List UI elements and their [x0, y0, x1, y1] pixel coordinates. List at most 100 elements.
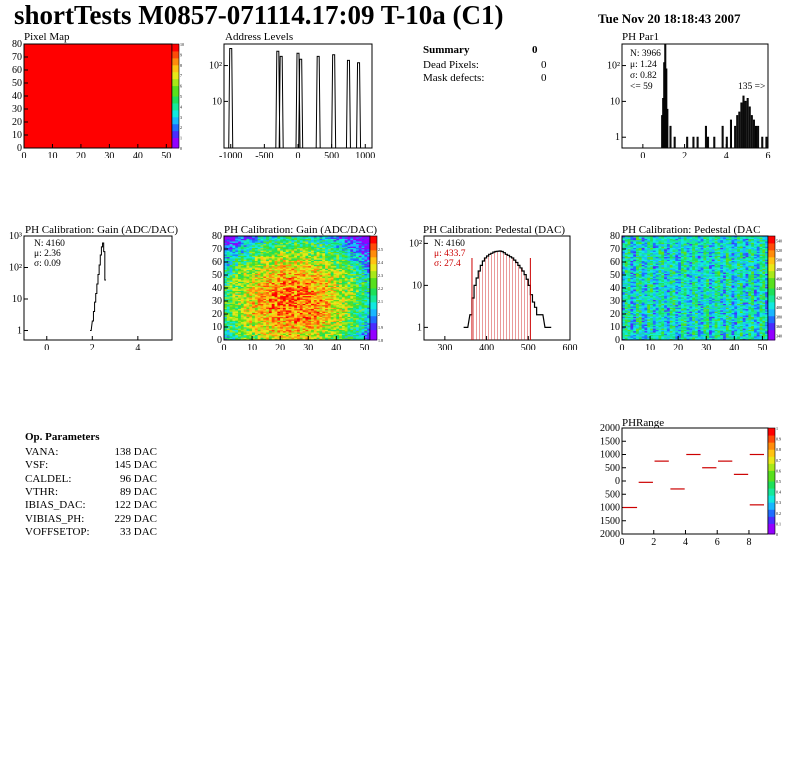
pedestal-cell	[624, 332, 628, 334]
gain-cell	[297, 265, 301, 268]
gain-cell	[353, 262, 357, 264]
gain-cell	[252, 277, 256, 280]
gain-cell	[339, 288, 343, 290]
gain-cell	[311, 256, 315, 259]
gain-cell	[232, 304, 236, 307]
gain-cell	[224, 314, 228, 316]
gain-cell	[361, 316, 365, 319]
gain-cell	[226, 277, 230, 280]
gain-cell	[361, 294, 365, 297]
gain-cell	[263, 301, 267, 303]
gain-cell	[266, 307, 270, 310]
gain-cell	[316, 314, 320, 316]
gain-cell	[243, 291, 247, 294]
gain-cell	[308, 308, 312, 311]
gain-cell	[243, 312, 247, 315]
gain-cell	[344, 256, 348, 259]
gain-cell	[297, 295, 301, 298]
gain-cell	[291, 290, 295, 293]
pedestal-cell	[627, 304, 631, 307]
gain-cell	[350, 329, 354, 332]
gain-cell	[367, 278, 371, 281]
gain-cell	[297, 327, 301, 329]
gain-cell	[353, 264, 357, 267]
pedestal-cell	[630, 319, 634, 321]
gain-cell	[291, 277, 295, 280]
z-scale-cell	[370, 263, 377, 268]
gain-cell	[285, 336, 289, 338]
gain-cell	[288, 271, 292, 273]
gain-cell	[325, 254, 329, 256]
gain-cell	[246, 269, 250, 272]
gain-cell	[364, 336, 368, 338]
gain-cell	[322, 334, 326, 337]
gain-cell	[235, 334, 239, 337]
gain-cell	[291, 271, 295, 273]
gain-cell	[252, 308, 256, 311]
gain-cell	[285, 276, 289, 278]
pedestal-cell	[630, 275, 634, 277]
pedestal-cell	[627, 320, 631, 323]
gain-cell	[277, 330, 281, 333]
pedestal-cell	[627, 247, 631, 250]
z-scale-cell	[370, 249, 377, 254]
par1-bin	[686, 136, 689, 148]
gain-cell	[302, 263, 306, 265]
gain-cell	[257, 312, 261, 315]
gain-cell	[271, 258, 275, 260]
gain-cell	[367, 262, 371, 264]
gain-cell	[285, 251, 289, 254]
gain-cell	[252, 293, 256, 295]
pedestal-cell	[638, 275, 642, 277]
gain-cell	[232, 291, 236, 294]
gain-cell	[277, 327, 281, 329]
gain-cell	[350, 321, 354, 324]
gain-cell	[297, 256, 301, 259]
gain-cell	[316, 271, 320, 273]
gain-cell	[235, 308, 239, 311]
gain-cell	[277, 308, 281, 311]
gain-cell	[226, 237, 230, 239]
gain-cell	[257, 262, 261, 264]
gain-cell	[246, 316, 250, 319]
gain-cell	[327, 320, 331, 323]
gain-cell	[254, 329, 258, 332]
gain-cell	[358, 294, 362, 297]
gain-cell	[226, 291, 230, 294]
gain-cell	[285, 243, 289, 246]
gain-cell	[297, 237, 301, 239]
gain-cell	[266, 302, 270, 304]
gain-cell	[327, 327, 331, 329]
pedestal-cell	[627, 252, 631, 255]
gain-cell	[263, 304, 267, 307]
gain-cell	[229, 325, 233, 328]
gain-cell	[333, 320, 337, 323]
gain-cell	[266, 327, 270, 329]
gain-cell	[254, 325, 258, 328]
pedestal-cell	[622, 272, 626, 274]
gain-cell	[232, 269, 236, 272]
gain-cell	[288, 325, 292, 328]
gain-cell	[263, 308, 267, 311]
pedestal-cell	[633, 255, 637, 258]
gain-cell	[280, 269, 284, 272]
gain-cell	[274, 268, 278, 271]
gain-cell	[344, 327, 348, 329]
gain-cell	[257, 243, 261, 246]
gain-cell	[263, 324, 267, 326]
pedestal-cell	[624, 247, 628, 250]
pedestal-cell	[624, 258, 628, 260]
pedestal-cell	[622, 314, 626, 316]
gain-cell	[249, 262, 253, 264]
gain-cell	[367, 282, 371, 285]
gain-cell	[319, 293, 323, 295]
gain-cell	[271, 311, 275, 313]
gain-cell	[341, 259, 346, 261]
gain-cell	[282, 332, 287, 334]
gain-cell	[358, 337, 362, 339]
gain-cell	[240, 241, 244, 243]
gain-cell	[263, 278, 267, 281]
gain-cell	[240, 263, 244, 265]
gain-cell	[235, 321, 239, 324]
gain-cell	[249, 320, 253, 323]
